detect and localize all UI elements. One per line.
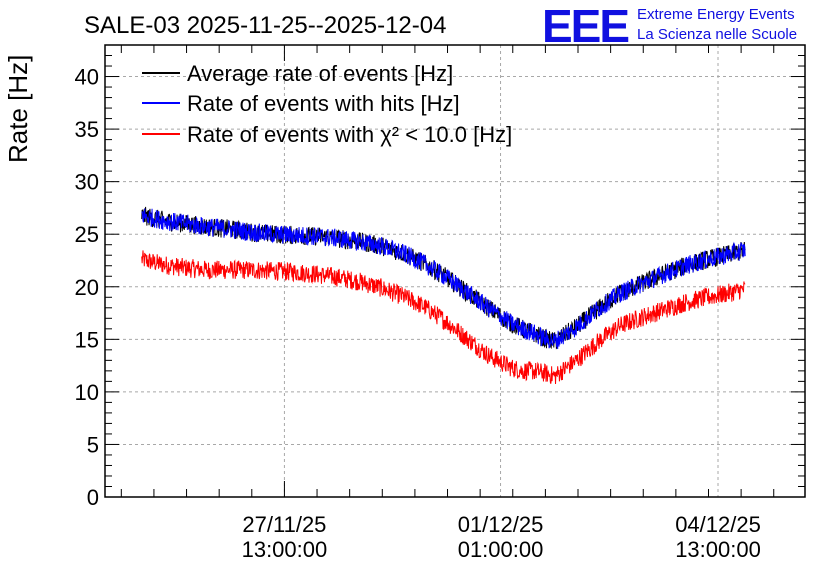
y-tick-label: 10: [75, 380, 99, 405]
y-tick-label: 0: [87, 485, 99, 510]
legend-entry-hits-label: Rate of events with hits [Hz]: [187, 91, 460, 116]
y-tick-label: 35: [75, 117, 99, 142]
legend: Average rate of events [Hz] Rate of event…: [142, 61, 512, 147]
logo-line-1: Extreme Energy Events: [637, 6, 795, 23]
series-chi2-line: [141, 250, 746, 384]
x-tick-label-date: 27/11/25: [242, 512, 326, 537]
y-tick-labels: 0 5 10 15 20 25 30 35 40: [75, 65, 99, 510]
eee-logo: EEE Extreme Energy Events La Scienza nel…: [542, 0, 797, 52]
y-tick-label: 15: [75, 327, 99, 352]
chart-title: SALE-03 2025-11-25--2025-12-04: [84, 12, 446, 39]
grid-lines: [105, 45, 805, 497]
y-tick-label: 40: [75, 65, 99, 90]
legend-entry-average-label: Average rate of events [Hz]: [187, 61, 453, 86]
y-tick-label: 20: [75, 275, 99, 300]
axis-ticks: [105, 44, 805, 498]
y-tick-label: 5: [87, 432, 99, 457]
x-tick-label-date: 04/12/25: [675, 512, 761, 537]
y-tick-label: 30: [75, 170, 99, 195]
eee-logo-mark: EEE: [542, 0, 628, 52]
logo-line-2: La Scienza nelle Scuole: [637, 26, 797, 43]
x-tick-label-date: 01/12/25: [458, 512, 544, 537]
legend-entry-chi2-label: Rate of events with χ² < 10.0 [Hz]: [187, 122, 512, 147]
axes-frame: [104, 44, 806, 498]
y-tick-label: 25: [75, 222, 99, 247]
plot-area: [141, 206, 746, 384]
x-tick-label-time: 13:00:00: [675, 537, 761, 562]
y-axis-label: Rate [Hz]: [3, 55, 33, 163]
series-hits-line: [141, 208, 746, 350]
plot-frame: [104, 44, 806, 498]
x-tick-label-time: 13:00:00: [242, 537, 328, 562]
x-tick-label-time: 01:00:00: [458, 537, 544, 562]
x-tick-labels: 27/11/2513:00:0001/12/2501:00:0004/12/25…: [242, 512, 761, 562]
